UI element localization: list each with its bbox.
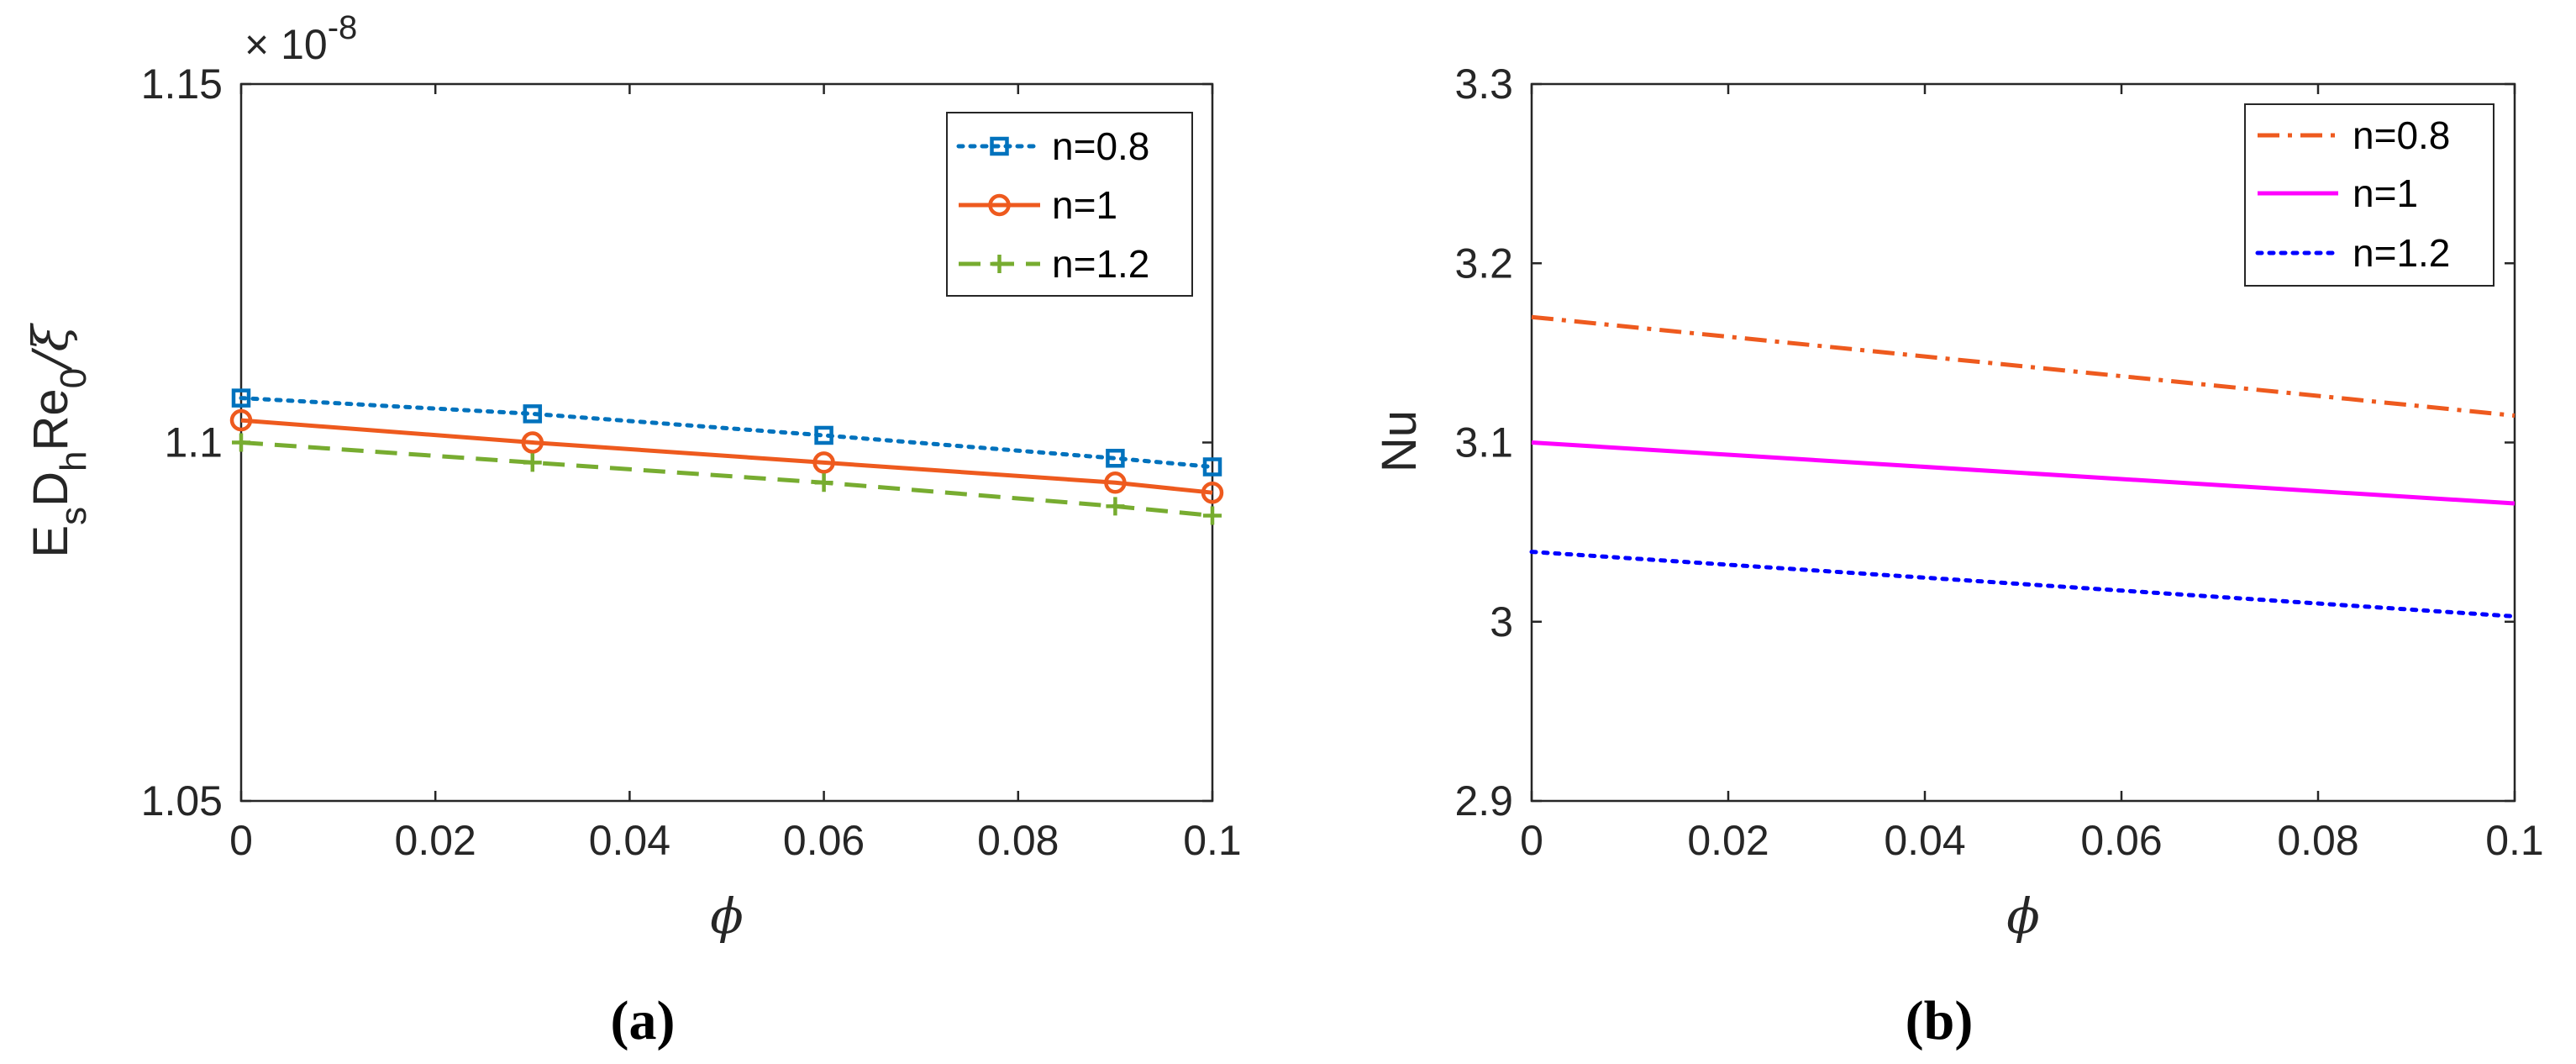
y-tick-label: 1.15 <box>141 61 223 108</box>
series-line-n=1.2 <box>1529 550 2517 619</box>
panel-b-chart: 0 0.02 0.04 0.06 0.08 0.1 2.9 3 3.1 3.2 3.3 ϕ Nu n=0.… <box>1372 61 2544 1051</box>
series-line-n=1 <box>1531 440 2516 506</box>
y-tick-label: 1.1 <box>164 419 223 466</box>
data-point-n=0.8 <box>814 425 833 445</box>
data-point-n=1 <box>521 431 544 454</box>
legend-label: n=1.2 <box>2353 231 2450 275</box>
data-point-n=1 <box>1104 471 1127 494</box>
series-line-n=0.8 <box>239 396 1215 469</box>
data-point-n=0.8 <box>231 388 251 408</box>
data-point-n=1.2 <box>814 473 833 492</box>
data-point-n=1 <box>229 408 253 432</box>
legend-label: n=1 <box>2353 171 2418 215</box>
data-point-n=1.2 <box>523 453 542 472</box>
y-tick-label: 1.05 <box>141 777 223 824</box>
panel-label: (b) <box>1906 990 1974 1051</box>
x-tick-label: 0.02 <box>395 817 476 864</box>
x-tick-label: 0 <box>1520 817 1543 864</box>
y-axis-label: EsDhRe0/ξ <box>22 322 94 557</box>
data-point-n=1 <box>1201 481 1224 504</box>
series-line-n=0.8 <box>1531 314 2516 418</box>
y-axis-label: Nu <box>1372 410 1427 472</box>
x-tick-label: 0.1 <box>2485 817 2544 864</box>
data-point-n=0.8 <box>523 404 543 424</box>
data-point-n=1.2 <box>990 255 1009 273</box>
x-axis-label: ϕ <box>2006 888 2040 945</box>
data-point-n=1 <box>988 193 1011 217</box>
data-point-n=0.8 <box>1202 457 1222 477</box>
data-point-n=1.2 <box>232 433 250 452</box>
data-point-n=1.2 <box>1106 497 1125 516</box>
legend-label: n=0.8 <box>2353 113 2450 157</box>
series-line-n=1 <box>240 418 1213 495</box>
y-tick-label: 2.9 <box>1454 777 1513 824</box>
data-point-n=1.2 <box>1203 506 1222 525</box>
x-axis-label: ϕ <box>710 888 744 945</box>
x-tick-label: 0.06 <box>2080 817 2162 864</box>
x-tick-label: 0.04 <box>589 817 670 864</box>
x-tick-label: 0.08 <box>977 817 1059 864</box>
legend-label: n=1 <box>1052 183 1117 227</box>
y-tick-label: 3.1 <box>1454 419 1513 466</box>
y-tick-label: 3.3 <box>1454 61 1513 108</box>
axis-exponent: × 10-8 <box>244 9 357 68</box>
data-point-n=0.8 <box>1106 449 1125 468</box>
x-tick-label: 0.02 <box>1687 817 1769 864</box>
x-tick-label: 0.1 <box>1183 817 1242 864</box>
data-point-n=1 <box>812 451 835 474</box>
x-tick-label: 0 <box>229 817 253 864</box>
x-tick-label: 0.04 <box>1884 817 1965 864</box>
legend-label: n=1.2 <box>1052 242 1149 286</box>
panel-a-chart: 0 0.02 0.04 0.06 0.08 0.1 1.05 1.1 1.15 × 10-8 ϕ Es… <box>22 9 1242 1051</box>
y-tick-label: 3 <box>1490 598 1513 645</box>
data-point-n=0.8 <box>990 136 1009 156</box>
panel-label: (a) <box>611 990 676 1051</box>
legend-label: n=0.8 <box>1052 124 1149 168</box>
x-tick-label: 0.08 <box>2277 817 2358 864</box>
x-tick-label: 0.06 <box>783 817 865 864</box>
y-tick-label: 3.2 <box>1454 240 1513 287</box>
